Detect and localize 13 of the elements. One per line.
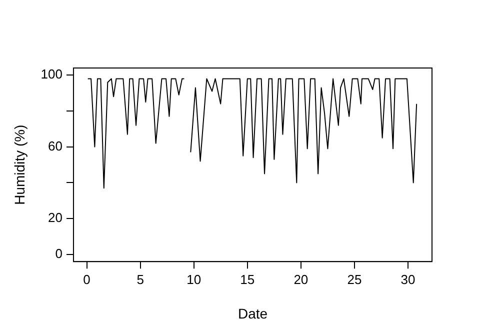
y-tick-label: 60 <box>48 138 62 154</box>
y-tick-label: 0 <box>55 246 62 262</box>
y-axis-title: Humidity (%) <box>11 124 28 205</box>
x-tick-label: 25 <box>347 272 362 287</box>
x-tick-label: 10 <box>186 272 202 287</box>
x-tick-label: 20 <box>294 272 308 287</box>
x-tick-label: 5 <box>136 272 144 287</box>
y-tick-label: 20 <box>48 210 62 226</box>
y-tick-label: 100 <box>40 66 62 82</box>
x-axis-title: Date <box>238 305 268 322</box>
x-tick-label: 15 <box>240 272 255 287</box>
x-tick-label: 0 <box>83 272 90 287</box>
x-tick-label: 30 <box>400 272 416 287</box>
